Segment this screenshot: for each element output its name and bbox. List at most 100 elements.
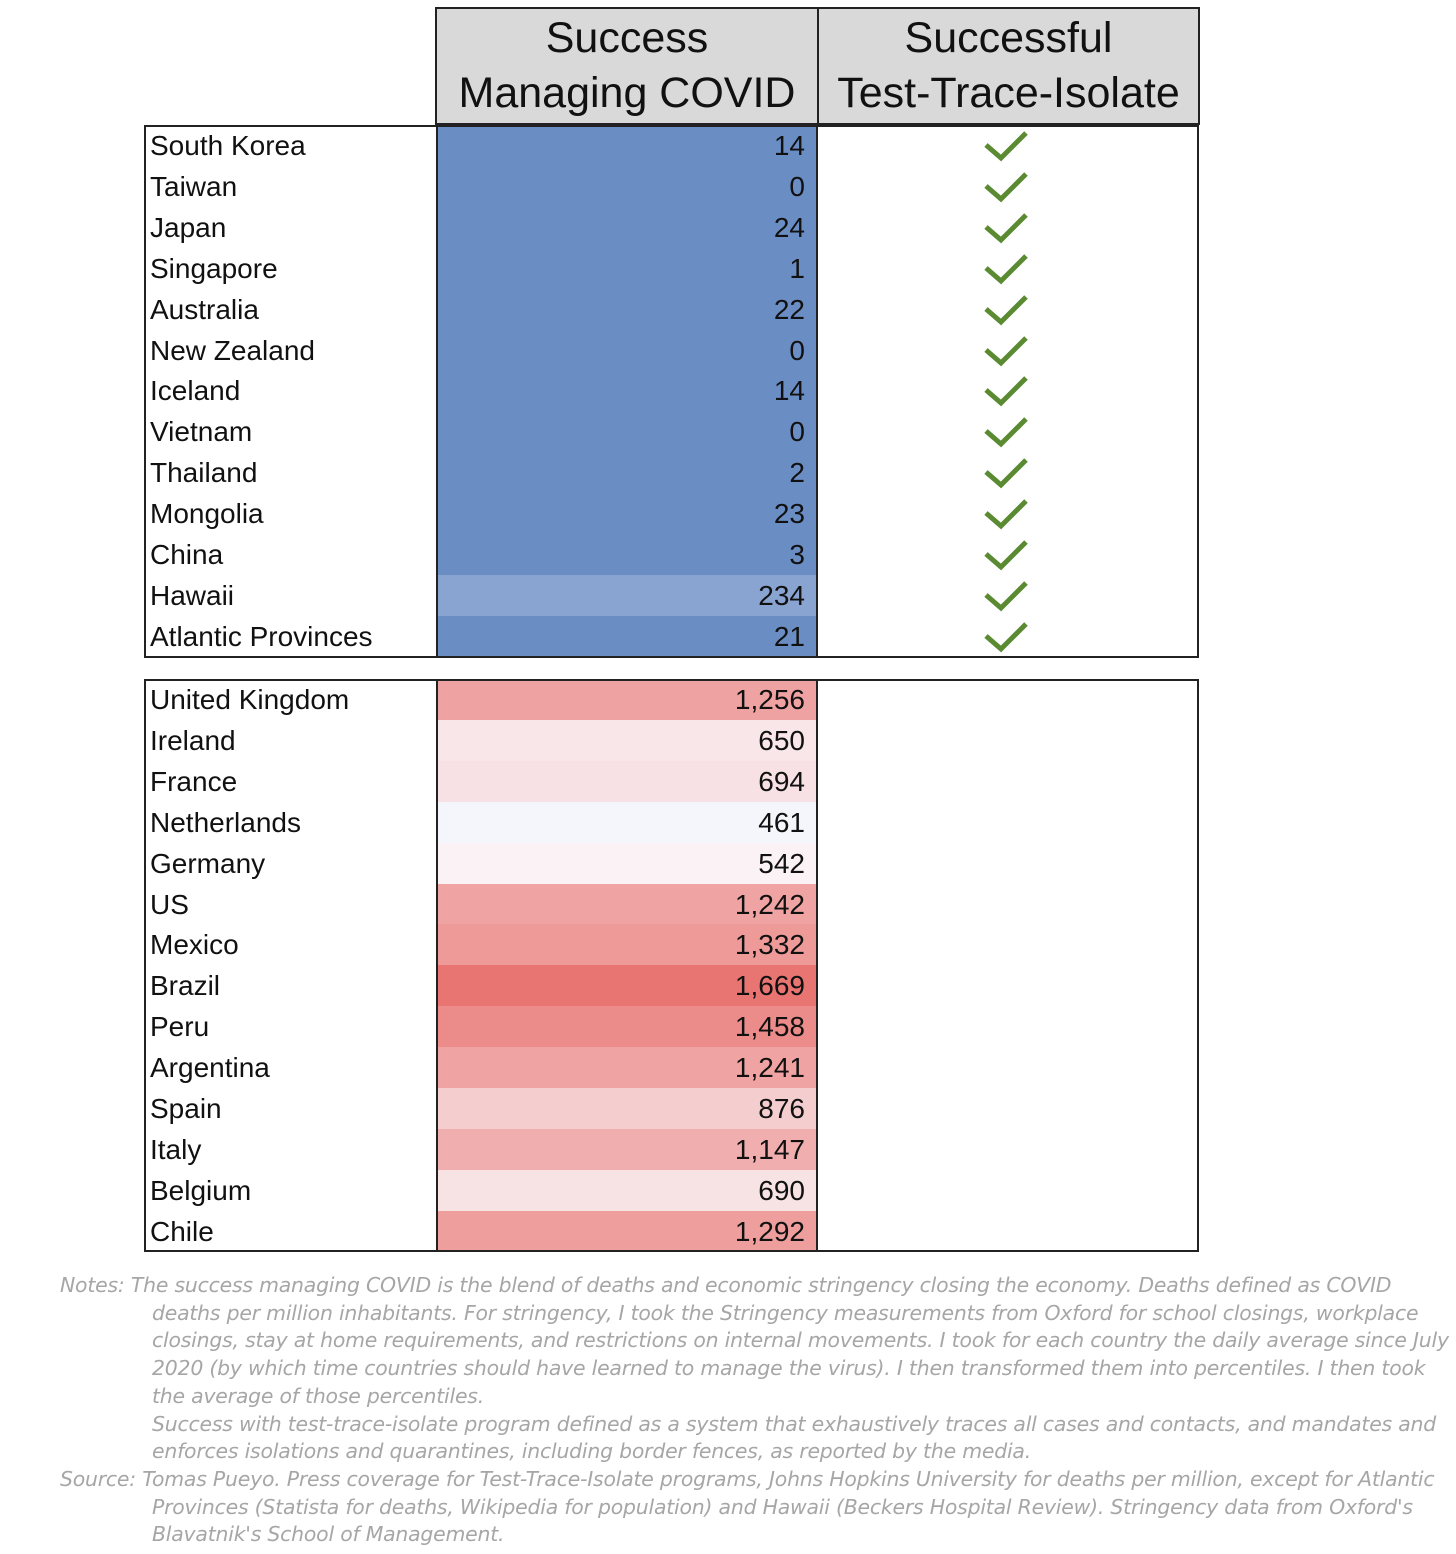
success-score-value: 694 — [758, 765, 805, 797]
checkmark-icon — [984, 213, 1028, 244]
country-name: Italy — [150, 1133, 202, 1165]
checkmark-icon — [984, 172, 1028, 203]
table-row: Chile 1,292 — [144, 1210, 1199, 1252]
checkmark-icon — [984, 417, 1028, 448]
table-row: Atlantic Provinces 21 — [144, 615, 1199, 657]
checkmark-icon — [984, 458, 1028, 489]
header-success-line-2: Managing COVID — [458, 69, 796, 117]
success-score-cell: 650 — [436, 719, 817, 761]
header-tti-line-2: Test-Trace-Isolate — [837, 69, 1180, 117]
country-name: New Zealand — [150, 334, 315, 366]
success-score-cell: 0 — [436, 411, 817, 453]
checkmark-icon — [984, 499, 1028, 530]
column-divider — [436, 125, 438, 658]
success-score-cell: 22 — [436, 288, 817, 330]
checkmark-icon — [984, 131, 1028, 162]
success-score-cell: 1,147 — [436, 1128, 817, 1170]
country-name: Taiwan — [150, 170, 238, 202]
country-name: China — [150, 539, 224, 570]
header-tti-line-1: Successful — [904, 14, 1113, 62]
country-name: Japan — [150, 211, 227, 243]
country-name: Hawaii — [150, 579, 235, 611]
country-name: Vietnam — [150, 416, 253, 448]
country-name: Brazil — [150, 970, 221, 1002]
table-row: Belgium 690 — [144, 1169, 1199, 1211]
table-row: US 1,242 — [144, 883, 1199, 925]
success-score-cell: 542 — [436, 842, 817, 884]
table-row: Singapore 1 — [144, 247, 1199, 289]
table-row: Australia 22 — [144, 288, 1199, 330]
success-score-cell: 21 — [436, 615, 817, 657]
country-name: Spain — [150, 1093, 222, 1124]
success-score-value: 14 — [773, 375, 805, 407]
success-score-value: 234 — [758, 579, 805, 611]
header-success-line-1: Success — [545, 14, 709, 62]
success-score-cell: 3 — [436, 534, 817, 575]
table-row: Italy 1,147 — [144, 1128, 1199, 1170]
success-score-cell: 0 — [436, 329, 817, 371]
notes-paragraph: Notes: The success managing COVID is the… — [60, 1273, 1449, 1408]
table-row: South Korea 14 — [144, 125, 1199, 166]
success-score-value: 690 — [758, 1174, 805, 1206]
success-score-value: 21 — [773, 620, 805, 652]
success-score-value: 3 — [789, 539, 805, 570]
success-score-value: 1,669 — [734, 970, 805, 1002]
table-tti-success-group: South Korea 14 Taiwan 0 Japan 24 Singapore 1 Aus… — [144, 125, 1199, 658]
table-row: United Kingdom 1,256 — [144, 679, 1199, 720]
success-score-value: 1,458 — [734, 1011, 805, 1043]
country-name: US — [150, 888, 189, 920]
table-row: Thailand 2 — [144, 452, 1199, 494]
table-row: Germany 542 — [144, 842, 1199, 884]
tti-definition-paragraph: Success with test-trace-isolate program … — [152, 1411, 1437, 1464]
country-name: Germany — [150, 847, 266, 879]
table-row: Spain 876 — [144, 1088, 1199, 1129]
success-score-value: 2 — [789, 457, 805, 489]
country-name: France — [150, 765, 238, 797]
country-name: United Kingdom — [150, 684, 350, 715]
table-row: Argentina 1,241 — [144, 1047, 1199, 1089]
checkmark-icon — [984, 581, 1028, 612]
success-score-cell: 23 — [436, 493, 817, 535]
success-score-cell: 234 — [436, 574, 817, 616]
checkmark-icon — [984, 335, 1028, 366]
success-score-value: 22 — [773, 293, 805, 325]
table-row: Vietnam 0 — [144, 411, 1199, 453]
country-name: Mexico — [150, 929, 239, 961]
success-score-cell: 694 — [436, 760, 817, 802]
country-name: Peru — [150, 1011, 210, 1043]
table-row: France 694 — [144, 760, 1199, 802]
success-score-value: 1,292 — [734, 1215, 805, 1247]
success-score-value: 1,242 — [734, 888, 805, 920]
success-score-cell: 1,241 — [436, 1047, 817, 1089]
table-tti-failure-group: United Kingdom 1,256 Ireland 650 France 694 Ne… — [144, 679, 1199, 1252]
country-name: Australia — [150, 293, 259, 325]
success-score-value: 876 — [758, 1093, 805, 1124]
success-score-value: 14 — [773, 130, 805, 161]
success-score-value: 23 — [773, 498, 805, 530]
success-score-cell: 2 — [436, 452, 817, 494]
country-name: Atlantic Provinces — [150, 620, 373, 652]
success-score-value: 1,332 — [734, 929, 805, 961]
table-row: Brazil 1,669 — [144, 965, 1199, 1007]
checkmark-icon — [984, 294, 1028, 326]
checkmark-icon — [984, 376, 1028, 407]
country-name: Iceland — [150, 375, 241, 407]
table-row: Ireland 650 — [144, 719, 1199, 761]
table-row: Japan 24 — [144, 206, 1199, 248]
success-score-value: 1,241 — [734, 1052, 805, 1084]
table-row: Mexico 1,332 — [144, 924, 1199, 966]
success-score-cell: 690 — [436, 1169, 817, 1211]
footnotes: Notes: The success managing COVID is the… — [60, 1272, 1450, 1549]
country-name: Argentina — [150, 1052, 270, 1084]
checkmark-icon — [984, 253, 1028, 285]
table-row: Peru 1,458 — [144, 1006, 1199, 1048]
table-row: Iceland 14 — [144, 370, 1199, 412]
success-score-value: 650 — [758, 724, 805, 756]
success-score-value: 0 — [789, 334, 805, 366]
column-divider — [816, 125, 818, 658]
table-row: Taiwan 0 — [144, 165, 1199, 207]
column-divider — [436, 679, 438, 1252]
success-score-cell: 0 — [436, 165, 817, 207]
country-name: Mongolia — [150, 498, 264, 530]
table-row: New Zealand 0 — [144, 329, 1199, 371]
